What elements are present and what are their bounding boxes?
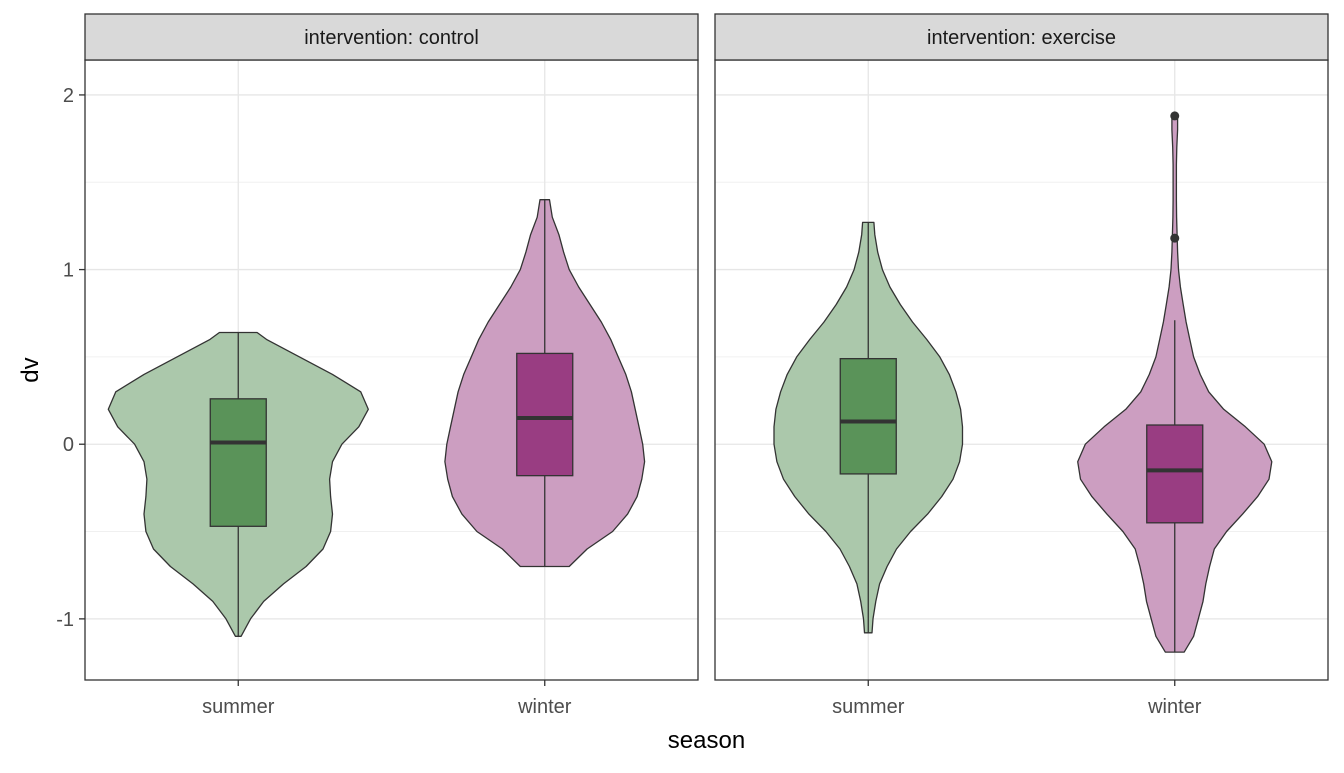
- x-tick-label: summer: [832, 696, 905, 718]
- y-axis-title: dv: [17, 357, 44, 382]
- y-tick-label: -1: [56, 609, 74, 631]
- facet-strip: [84, 13, 699, 61]
- facet-strip-label: intervention: control: [304, 27, 479, 49]
- facet-panel-2: intervention: exercise summer winter: [714, 13, 1329, 718]
- facet-strip-label: intervention: exercise: [927, 27, 1116, 49]
- x-axis-title: season: [668, 727, 745, 754]
- box-summer: [839, 357, 897, 475]
- facet-panel-1: intervention: control summer winter: [84, 13, 699, 718]
- outlier-point: [1170, 111, 1180, 121]
- box-winter: [516, 352, 574, 477]
- outlier-point: [1170, 233, 1180, 243]
- box-summer: [209, 398, 267, 527]
- y-tick-label: 0: [63, 434, 74, 456]
- box-winter: [1146, 424, 1204, 524]
- y-tick-label: 2: [63, 85, 74, 107]
- facet-strip: [714, 13, 1329, 61]
- y-tick-label: 1: [63, 260, 74, 282]
- x-tick-label: summer: [202, 696, 275, 718]
- x-tick-label: winter: [1147, 696, 1202, 718]
- x-tick-label: winter: [517, 696, 572, 718]
